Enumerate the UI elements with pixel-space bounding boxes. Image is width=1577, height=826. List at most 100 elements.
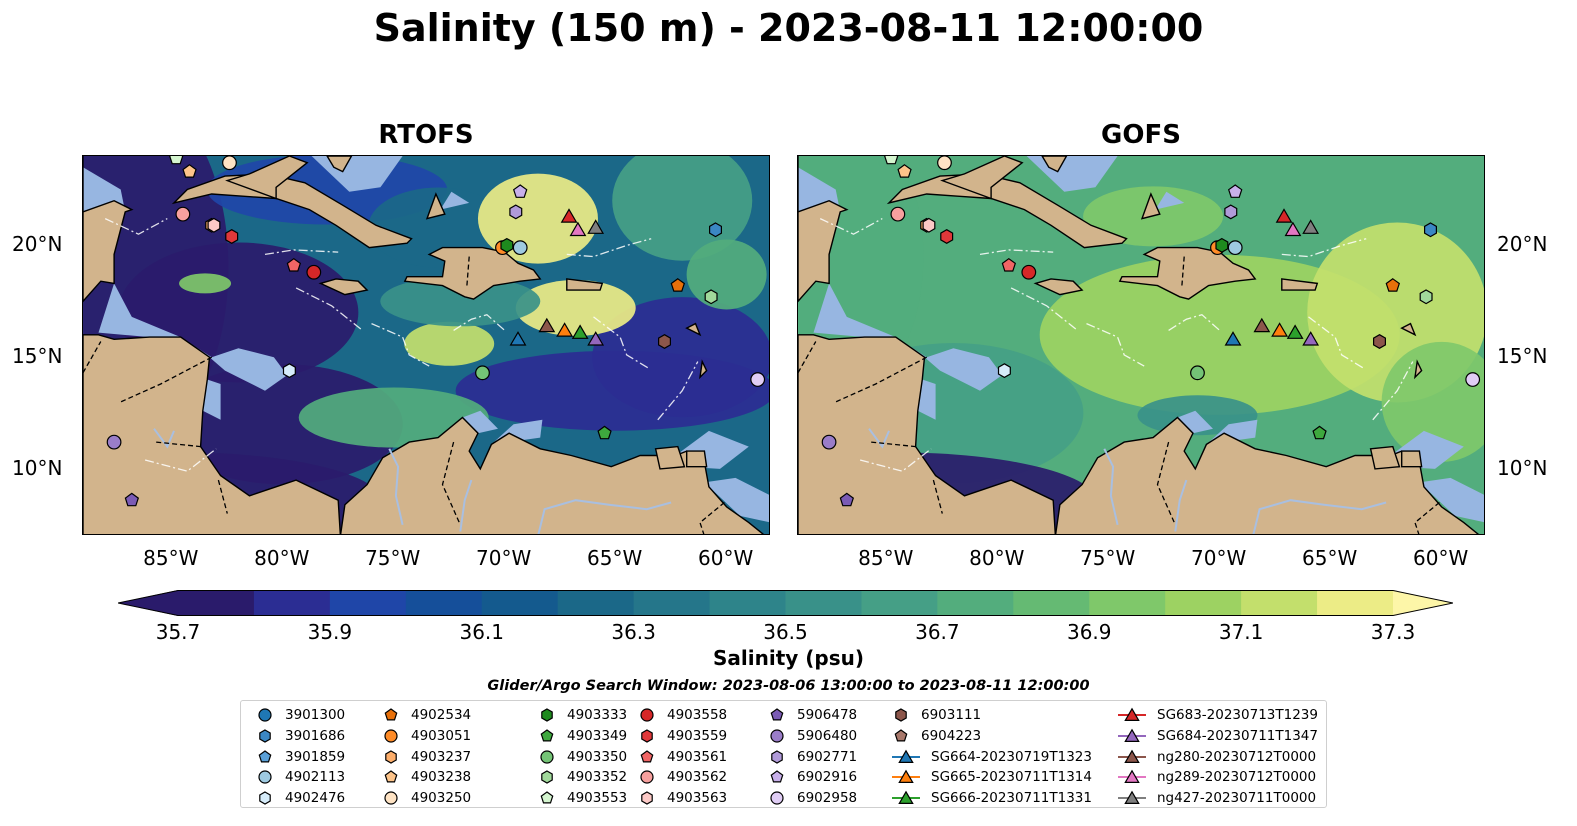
- legend-label: 5906478: [797, 707, 858, 723]
- marker-4903250: [937, 156, 952, 171]
- legend-item: 4903352: [537, 767, 627, 787]
- marker-ng427-20230711T0000: [1302, 219, 1320, 234]
- legend-item: SG665-20230711T1314: [891, 767, 1092, 787]
- legend-label: 4903051: [411, 727, 472, 744]
- legend-item: 6902771: [767, 747, 857, 767]
- colorbar-segment: [633, 590, 711, 616]
- legend-marker-icon: [892, 749, 920, 763]
- marker-4903553: [884, 156, 899, 165]
- legend-label: 4903349: [567, 727, 628, 744]
- legend-label: 4903553: [567, 790, 628, 807]
- lon-label-rtofs: 80°W: [254, 546, 310, 570]
- lon-label-rtofs: 75°W: [365, 546, 421, 570]
- colorbar-segment: [253, 590, 331, 616]
- marker-4902476: [282, 363, 296, 379]
- marker-4903238: [182, 164, 197, 178]
- lat-label-right: 20°N: [1497, 232, 1548, 257]
- legend-label: SG666-20230711T1331: [931, 790, 1092, 807]
- marker-SG666-20230711T1331: [571, 324, 589, 339]
- colorbar-tick-label: 36.1: [459, 620, 505, 644]
- legend-marker-icon: [540, 791, 554, 804]
- legend-label: 4902534: [411, 707, 472, 723]
- legend-marker-icon: [640, 770, 654, 784]
- legend-label: 3901859: [285, 748, 346, 765]
- legend-label: 4903558: [667, 707, 728, 723]
- marker-4903349: [597, 425, 612, 440]
- legend-marker-icon: [892, 769, 920, 784]
- marker-4903350: [1190, 365, 1205, 381]
- legend-marker-icon: [541, 708, 553, 722]
- legend-item: 4903561: [637, 747, 727, 767]
- marker-4903561: [1001, 257, 1017, 272]
- legend-marker-icon: [770, 791, 784, 805]
- legend-marker-icon: [384, 729, 398, 743]
- marker-SG684-20230711T1347: [587, 331, 605, 346]
- legend-marker-icon: [895, 708, 907, 722]
- colorbar-segment: [178, 590, 255, 616]
- marker-ng280-20230712T0000: [1253, 317, 1271, 333]
- legend-marker-icon: [259, 729, 271, 743]
- legend-item: 4903051: [381, 726, 471, 746]
- marker-6902771: [1224, 204, 1238, 220]
- legend-item: SG684-20230711T1347: [1117, 726, 1318, 746]
- colorbar-segment: [1165, 590, 1242, 616]
- lat-label-left: 20°N: [12, 232, 63, 257]
- marker-4903558: [306, 264, 322, 280]
- marker-4903563: [922, 217, 936, 233]
- marker-4902113: [1227, 240, 1243, 256]
- legend-item: 6902916: [767, 767, 857, 787]
- legend-marker-icon: [1118, 707, 1146, 721]
- marker-SG665-20230711T1314: [1271, 322, 1289, 337]
- legend-label: SG664-20230719T1323: [931, 748, 1092, 765]
- marker-4902534: [670, 278, 686, 292]
- legend-item: 4903558: [637, 705, 727, 725]
- marker-4903350: [475, 365, 490, 381]
- colorbar-tick-label: 35.9: [307, 620, 353, 644]
- legend-item: 4902476: [255, 788, 345, 808]
- marker-4903553: [169, 156, 184, 165]
- marker-4903561: [286, 257, 302, 272]
- legend-item: 4902113: [255, 767, 345, 787]
- legend-label: 6902958: [797, 790, 858, 807]
- marker-6903111: [657, 334, 672, 349]
- colorbar-segment: [1089, 590, 1166, 616]
- legend-label: 5906480: [797, 727, 858, 744]
- legend-marker-icon: [384, 770, 398, 783]
- legend-item: ng427-20230711T0000: [1117, 788, 1316, 808]
- legend: 3901300 3901686 3901859 4902113 4902476 49025…: [240, 700, 1327, 808]
- legend-label: 4903237: [411, 748, 472, 765]
- legend-label: 4903352: [567, 769, 628, 786]
- legend-marker-icon: [258, 749, 272, 763]
- lon-label-rtofs: 85°W: [143, 546, 199, 570]
- main-title: Salinity (150 m) - 2023-08-11 12:00:00: [373, 6, 1204, 50]
- legend-marker-icon: [770, 770, 784, 783]
- legend-marker-icon: [894, 729, 908, 742]
- marker-6902916: [1227, 184, 1243, 198]
- colorbar-label: Salinity (psu): [712, 646, 864, 670]
- marker-SG666-20230711T1331: [1286, 324, 1304, 339]
- marker-6902916: [512, 184, 528, 198]
- legend-item: SG664-20230719T1323: [891, 747, 1092, 767]
- legend-label: 4903562: [667, 769, 728, 786]
- legend-label: 6904223: [921, 727, 982, 744]
- lon-label-gofs: 65°W: [1302, 546, 1358, 570]
- legend-item: 3901686: [255, 726, 345, 746]
- marker-4903559: [225, 229, 239, 244]
- marker-3901686: [708, 222, 723, 238]
- marker-6902771: [509, 204, 523, 220]
- marker-6902958: [1465, 372, 1481, 387]
- gofs-map-canvas: [798, 156, 1484, 534]
- colorbar-tick-label: 36.7: [915, 620, 960, 644]
- legend-label: 4903559: [667, 727, 728, 744]
- lat-label-right: 10°N: [1497, 455, 1548, 480]
- legend-item: 4903237: [381, 747, 471, 767]
- legend-label: 6902916: [797, 769, 858, 786]
- marker-SG684-20230711T1347: [1302, 331, 1320, 346]
- legend-marker-icon: [384, 791, 398, 805]
- legend-marker-icon: [1118, 749, 1146, 763]
- legend-marker-icon: [1118, 728, 1146, 742]
- marker-4903238: [897, 164, 912, 178]
- lon-label-gofs: 60°W: [1412, 546, 1469, 570]
- colorbar-segment: [937, 590, 1014, 616]
- legend-marker-icon: [641, 729, 653, 743]
